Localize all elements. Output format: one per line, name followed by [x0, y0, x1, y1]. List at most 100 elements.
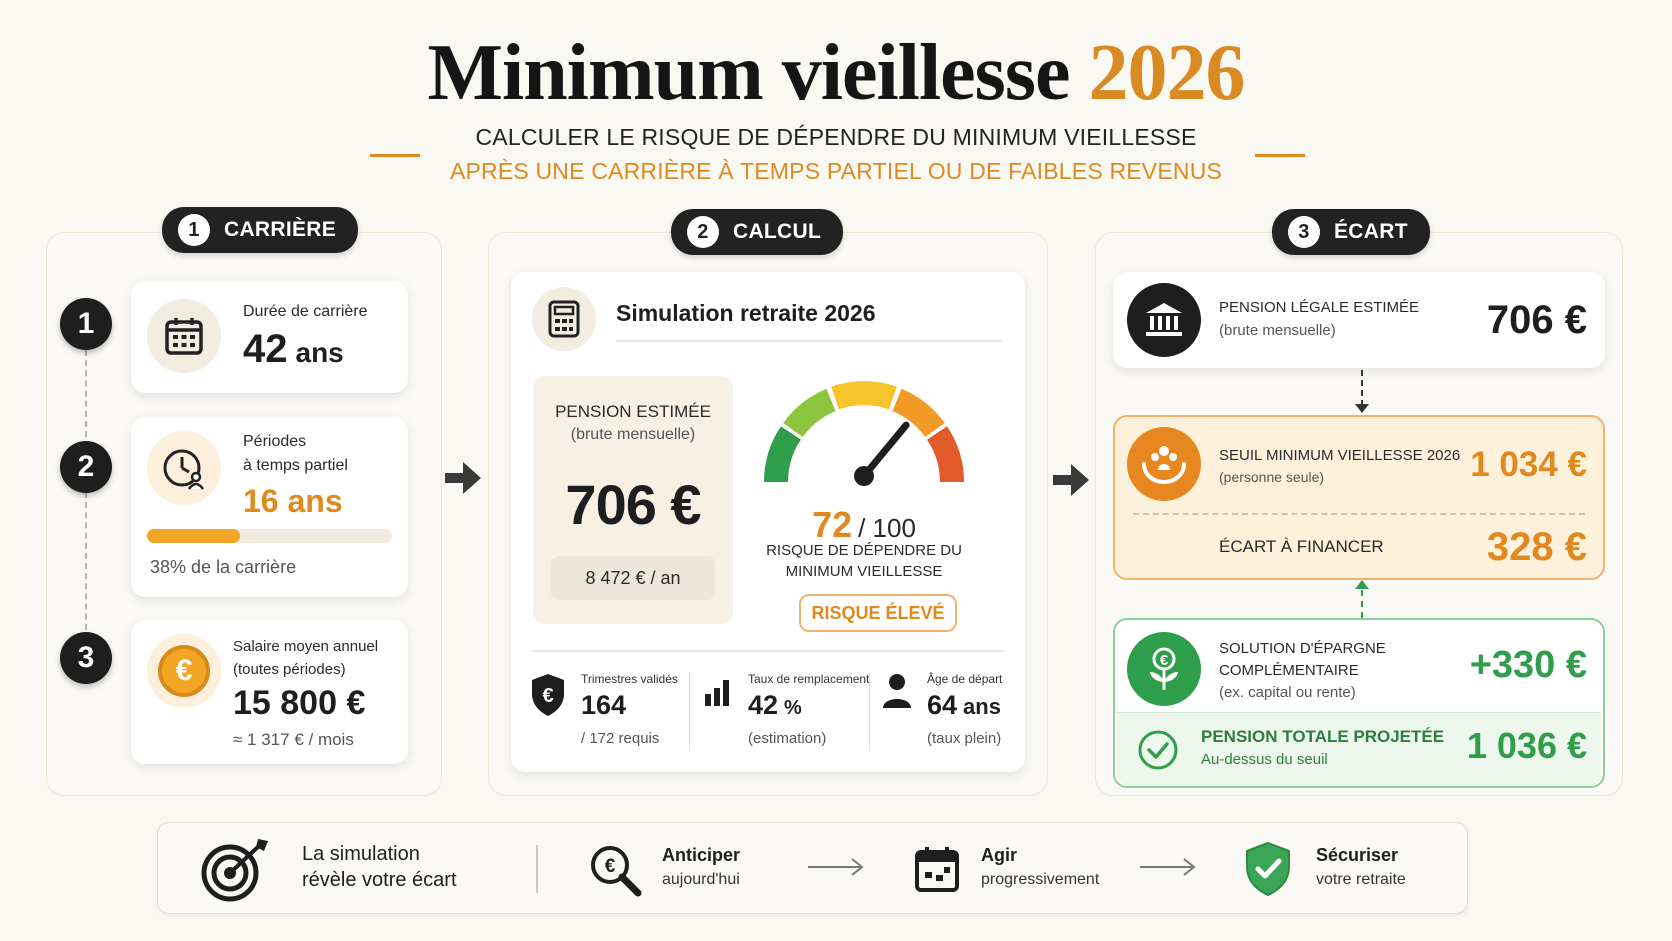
clock-person-icon — [147, 431, 221, 505]
risk-score-max: / 100 — [858, 513, 916, 543]
footer-step1-title: Anticiper — [662, 845, 741, 865]
footer-intro-1: La simulation — [302, 843, 420, 865]
page-title: Minimum vieillesse 2026 — [0, 28, 1672, 118]
gauge-hub — [854, 466, 874, 486]
stats-sep-2 — [869, 672, 870, 750]
calendar-icon — [147, 299, 221, 373]
gauge-seg-lightgreen — [783, 388, 836, 438]
gap-connector-2 — [1361, 590, 1363, 618]
savings-label-2: COMPLÉMENTAIRE — [1219, 662, 1359, 679]
stats-rule — [531, 650, 1005, 652]
threshold-divider — [1133, 513, 1585, 515]
steps-connector — [85, 350, 87, 640]
legal-pension-card: PENSION LÉGALE ESTIMÉE (brute mensuelle)… — [1113, 272, 1605, 368]
divider-left — [370, 154, 420, 157]
calendar-action-icon — [914, 845, 960, 898]
legal-pension-sub: (brute mensuelle) — [1219, 322, 1336, 339]
svg-text:€: € — [542, 685, 553, 707]
calculator-icon — [532, 287, 596, 351]
salary-label-2: (toutes périodes) — [233, 661, 346, 678]
gauge-needle — [860, 421, 910, 480]
divider-right — [1255, 154, 1305, 157]
gauge-seg-yellow — [831, 381, 897, 410]
part-time-label-2: à temps partiel — [243, 457, 348, 474]
stat-quarters-value: 164 — [581, 690, 627, 720]
title-year: 2026 — [1088, 29, 1245, 117]
hands-people-icon — [1127, 427, 1201, 501]
subtitle-line1: CALCULER LE RISQUE DE DÉPENDRE DU MINIMU… — [475, 124, 1197, 150]
total-pension-value: 1 036 € — [1466, 725, 1587, 766]
risk-caption-2: MINIMUM VIEILLESSE — [785, 563, 943, 580]
threshold-sub: (personne seule) — [1219, 469, 1325, 485]
simulation-title-rule — [616, 340, 1002, 342]
stat-age-value: 64 — [927, 690, 958, 720]
footer-separator — [536, 845, 538, 893]
part-time-card: Périodes à temps partiel 16 ans 38% de l… — [131, 417, 408, 597]
savings-card: € SOLUTION D'ÉPARGNE COMPLÉMENTAIRE (ex.… — [1113, 618, 1605, 788]
salary-monthly: ≈ 1 317 € / mois — [233, 730, 354, 749]
gap-connector-1 — [1361, 370, 1363, 406]
section-career-pill: 1 CARRIÈRE — [162, 207, 359, 253]
section-calc-pill: 2 CALCUL — [671, 209, 844, 255]
stat-rate-value: 42 — [748, 690, 779, 720]
simulation-card: Simulation retraite 2026 PENSION ESTIMÉE… — [511, 272, 1025, 772]
total-pension-label: PENSION TOTALE PROJETÉE — [1201, 727, 1445, 746]
salary-value: 15 800 € — [233, 684, 366, 722]
stat-rate-group: 42 % — [748, 690, 802, 721]
risk-caption-1: RISQUE DE DÉPENDRE DU — [766, 542, 962, 559]
pension-estimate-sub: (brute mensuelle) — [570, 426, 696, 443]
stat-rate-unit: % — [784, 697, 802, 719]
duration-unit: ans — [295, 337, 344, 368]
footer-step2-title: Agir — [981, 845, 1017, 865]
stat-quarters-label: Trimestres validés — [581, 672, 678, 686]
subtitle-line2: APRÈS UNE CARRIÈRE À TEMPS PARTIEL OU DE… — [449, 158, 1223, 184]
duration-label: Durée de carrière — [243, 303, 368, 320]
person-icon — [881, 672, 913, 715]
bank-icon — [1127, 283, 1201, 357]
legal-pension-label: PENSION LÉGALE ESTIMÉE — [1219, 299, 1420, 316]
duration-value: 42 — [243, 327, 288, 371]
gap-arrow-up-icon — [1355, 580, 1369, 589]
footer-intro-2: révèle votre écart — [302, 869, 457, 891]
gap-arrow-down-icon — [1355, 404, 1369, 413]
check-circle-icon — [1137, 729, 1179, 776]
pension-year: 8 472 € / an — [551, 556, 715, 600]
threshold-value: 1 034 € — [1470, 445, 1587, 484]
stat-quarters-sub: / 172 requis — [581, 730, 660, 747]
savings-sub: (ex. capital ou rente) — [1219, 684, 1356, 701]
step-dot-3: 3 — [60, 632, 112, 684]
arrow-right-2-icon — [1051, 460, 1091, 505]
step-dot-1: 1 — [60, 298, 112, 350]
stat-rate-sub: (estimation) — [748, 730, 827, 747]
total-pension-box: PENSION TOTALE PROJETÉE Au-dessus du seu… — [1117, 712, 1601, 786]
risk-badge: RISQUE ÉLEVÉ — [799, 594, 957, 632]
footer-step2-sub: progressivement — [981, 871, 1100, 888]
part-time-progress-track — [147, 529, 392, 543]
to-finance-label: ÉCART À FINANCER — [1219, 537, 1384, 556]
svg-text:€: € — [605, 856, 616, 877]
pension-estimate-box: PENSION ESTIMÉE (brute mensuelle) 706 € … — [533, 376, 733, 624]
part-time-label-1: Périodes — [243, 433, 307, 450]
stats-sep-1 — [689, 672, 690, 750]
svg-text:€: € — [1160, 652, 1169, 669]
risk-score: 72 — [812, 504, 853, 545]
stat-age-unit: ans — [963, 694, 1001, 719]
career-duration-card: Durée de carrière 42 ans — [131, 281, 408, 393]
savings-value: +330 € — [1469, 644, 1587, 686]
pension-estimate-value: 706 € — [565, 473, 701, 536]
part-time-value: 16 ans — [243, 483, 343, 519]
risk-score-group: 72 / 100 — [759, 504, 969, 546]
shield-check-icon — [1243, 841, 1293, 902]
risk-gauge — [759, 366, 969, 501]
euro-plant-icon: € — [1127, 632, 1201, 706]
section-gap-pill: 3 ÉCART — [1272, 209, 1430, 255]
target-icon — [200, 837, 270, 908]
to-finance-value: 328 € — [1486, 525, 1587, 569]
threshold-card: SEUIL MINIMUM VIEILLESSE 2026 (personne … — [1113, 415, 1605, 580]
footer-arrow-2-icon — [1138, 855, 1198, 884]
gauge-seg-green — [764, 426, 802, 483]
threshold-label: SEUIL MINIMUM VIEILLESSE 2026 — [1219, 447, 1461, 464]
total-pension-sub: Au-dessus du seuil — [1201, 751, 1328, 768]
footer-step3-sub: votre retraite — [1316, 871, 1406, 888]
gauge-seg-red — [926, 426, 964, 483]
